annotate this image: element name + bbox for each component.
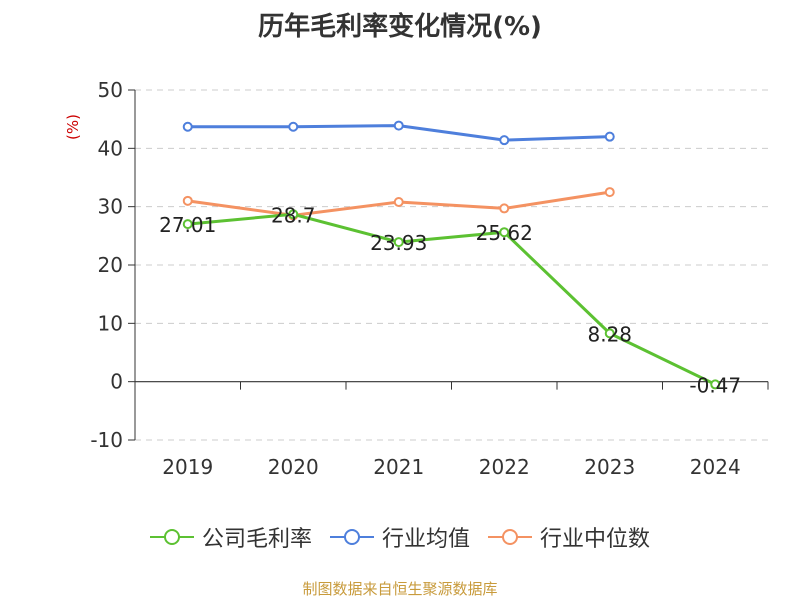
y-axis-label: (%) (64, 114, 82, 140)
data-point (182, 121, 193, 132)
data-point (499, 203, 510, 214)
y-tick-label: 10 (98, 311, 123, 335)
data-label: -0.47 (689, 373, 741, 397)
data-point (182, 195, 193, 206)
data-point (393, 120, 404, 131)
legend-label: 公司毛利率 (201, 527, 312, 552)
data-point (710, 379, 721, 390)
y-axis-ticks: -10 0 10 20 30 40 50 (90, 78, 123, 452)
x-tick-label: 2020 (268, 455, 319, 479)
x-tick-label: 2024 (690, 455, 741, 479)
legend-item-industry-mean[interactable]: 行业均值 (329, 521, 470, 553)
series-group (182, 120, 721, 390)
data-point (288, 209, 299, 220)
axes (128, 89, 769, 441)
data-point (393, 237, 404, 248)
x-tick-label: 2021 (373, 455, 424, 479)
data-point (499, 135, 510, 146)
data-label: 23.93 (370, 231, 427, 255)
legend-marker-icon (149, 529, 194, 545)
data-point (499, 227, 510, 238)
data-point (182, 219, 193, 230)
data-point (604, 187, 615, 198)
chart-title: 历年毛利率变化情况(%) (258, 12, 542, 42)
y-tick-label: 40 (98, 136, 123, 160)
y-tick-label: -10 (90, 428, 123, 452)
data-point (393, 197, 404, 207)
data-label: 27.01 (159, 213, 216, 237)
series-line-0 (187, 212, 716, 386)
data-point (604, 328, 615, 339)
data-label: 25.62 (476, 221, 533, 245)
y-tick-label: 50 (98, 78, 123, 102)
legend-item-company-margin[interactable]: 公司毛利率 (149, 521, 312, 553)
source-footer: 制图数据来自恒生聚源数据库 (302, 580, 498, 598)
y-tick-label: 30 (98, 195, 123, 219)
data-point (288, 121, 299, 132)
legend-marker-icon (488, 529, 532, 545)
x-tick-label: 2022 (479, 455, 530, 479)
legend: 公司毛利率 行业均值 行业中位数 (0, 521, 800, 553)
legend-label: 行业中位数 (540, 527, 651, 552)
legend-item-industry-median[interactable]: 行业中位数 (488, 521, 650, 553)
data-label: 8.28 (587, 322, 632, 346)
x-tick-label: 2023 (584, 455, 635, 479)
legend-marker-icon (329, 529, 374, 545)
legend-label: 行业均值 (381, 527, 470, 552)
x-tick-label: 2019 (162, 455, 213, 479)
data-point (604, 131, 615, 142)
y-tick-label: 0 (110, 370, 123, 394)
y-tick-label: 20 (98, 253, 123, 277)
x-axis-ticks: 2019 2020 2021 2022 2023 2024 (162, 455, 740, 479)
data-label: 28.7 (271, 203, 316, 227)
data-labels: 27.01 28.7 23.93 25.62 8.28 -0.47 (159, 203, 741, 397)
